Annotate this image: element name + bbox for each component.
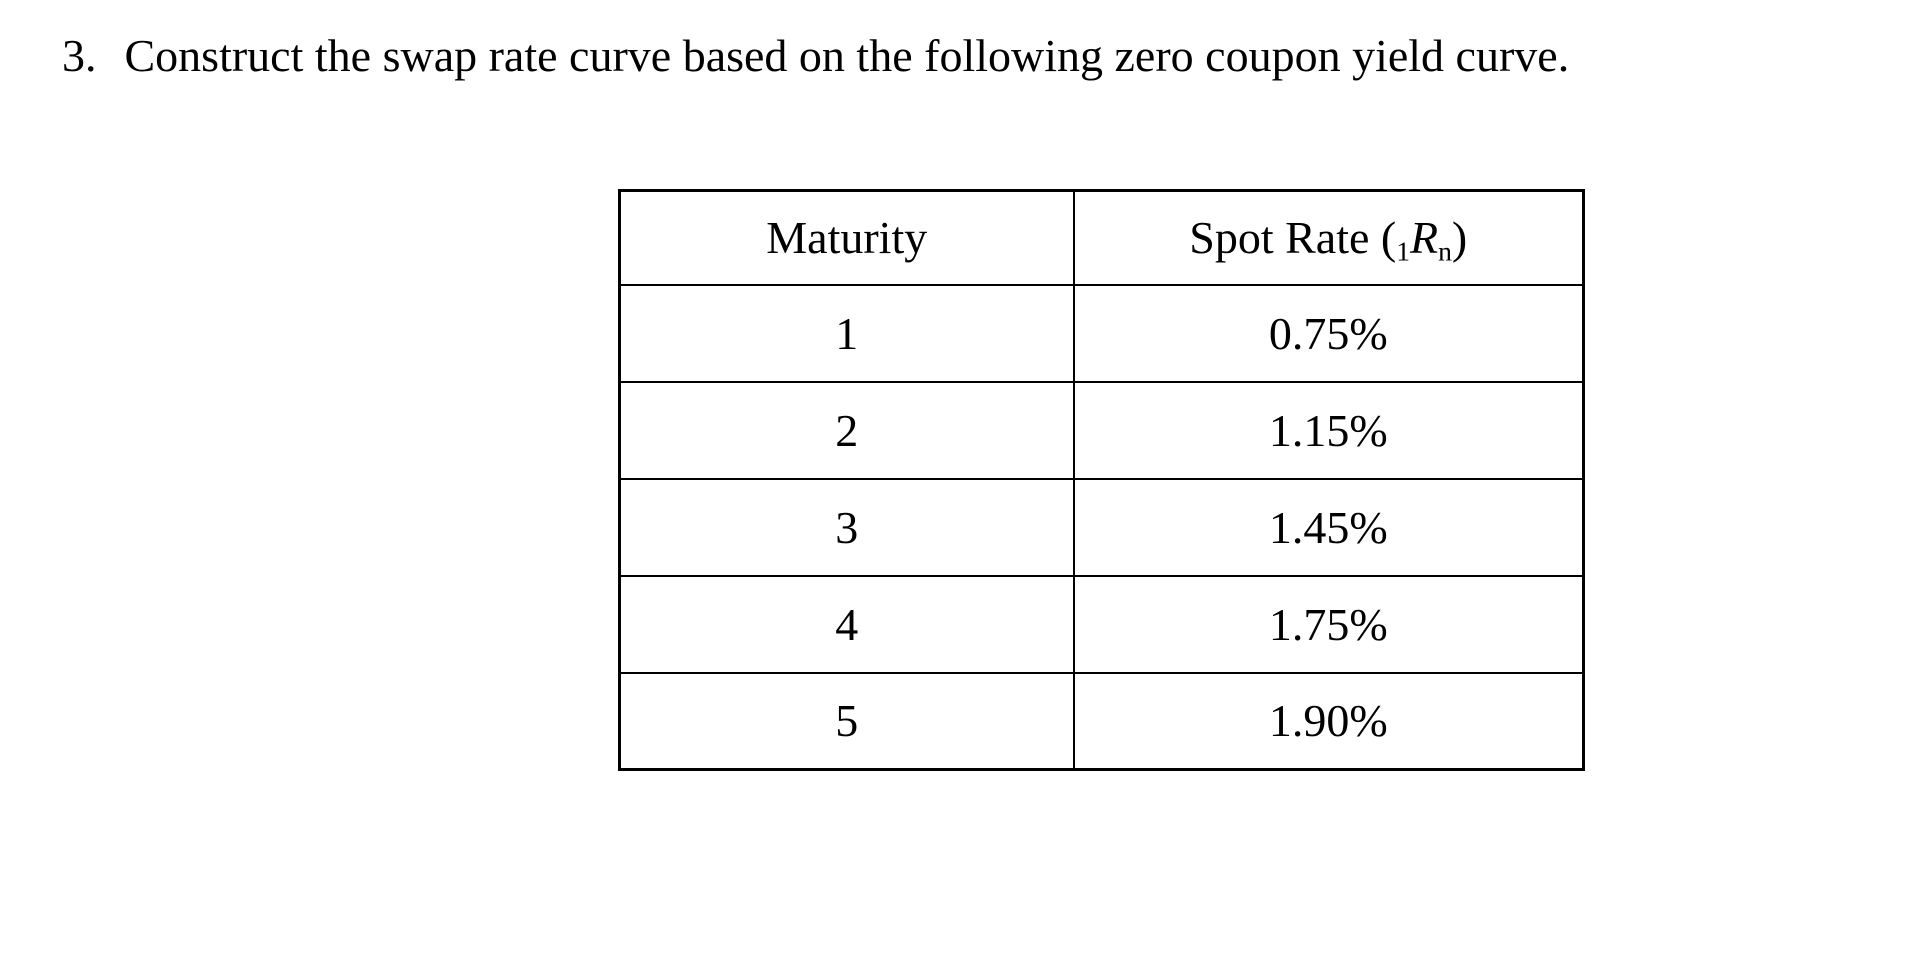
spot-rate-pre-subscript: 1 bbox=[1396, 235, 1411, 267]
table-header-row: Maturity Spot Rate (1Rn) bbox=[618, 189, 1585, 286]
spot-rate-cell: 1.15% bbox=[1072, 380, 1585, 480]
maturity-cell: 1 bbox=[618, 283, 1075, 383]
maturity-column-header: Maturity bbox=[618, 189, 1075, 286]
table-row: 1 0.75% bbox=[618, 283, 1585, 383]
spot-rate-cell: 1.90% bbox=[1072, 671, 1585, 771]
spot-rate-column-header: Spot Rate (1Rn) bbox=[1072, 189, 1585, 286]
spot-rate-symbol: R bbox=[1410, 212, 1439, 264]
table-row: 3 1.45% bbox=[618, 477, 1585, 577]
spot-rate-cell: 1.45% bbox=[1072, 477, 1585, 577]
maturity-cell: 4 bbox=[618, 574, 1075, 674]
spot-rate-header-text: Spot Rate ( bbox=[1189, 212, 1397, 264]
zero-coupon-yield-table: Maturity Spot Rate (1Rn) 1 0.75% 2 1.15%… bbox=[618, 189, 1585, 771]
maturity-cell: 3 bbox=[618, 477, 1075, 577]
table-row: 4 1.75% bbox=[618, 574, 1585, 674]
problem-number: 3. bbox=[62, 30, 97, 81]
problem-title: 3. Construct the swap rate curve based o… bbox=[62, 30, 1569, 83]
spot-rate-header-close-paren: ) bbox=[1451, 212, 1468, 264]
table-body: 1 0.75% 2 1.15% 3 1.45% 4 1.75% 5 1.90% bbox=[618, 283, 1585, 771]
table-row: 2 1.15% bbox=[618, 380, 1585, 480]
maturity-cell: 2 bbox=[618, 380, 1075, 480]
problem-statement: Construct the swap rate curve based on t… bbox=[124, 30, 1570, 81]
spot-rate-cell: 1.75% bbox=[1072, 574, 1585, 674]
maturity-cell: 5 bbox=[618, 671, 1075, 771]
table-row: 5 1.90% bbox=[618, 671, 1585, 771]
spot-rate-cell: 0.75% bbox=[1072, 283, 1585, 383]
spot-rate-post-subscript: n bbox=[1438, 235, 1452, 267]
